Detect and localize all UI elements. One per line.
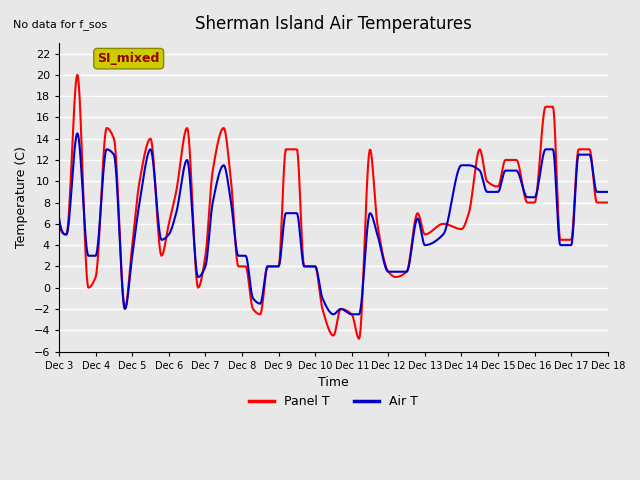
Title: Sherman Island Air Temperatures: Sherman Island Air Temperatures	[195, 15, 472, 33]
Line: Air T: Air T	[59, 133, 608, 314]
Air T	[74, 131, 81, 136]
Air T	[348, 312, 356, 317]
Panel T	[122, 302, 130, 308]
Air T	[207, 214, 215, 219]
Panel T	[418, 222, 426, 228]
Y-axis label: Temperature (C): Temperature (C)	[15, 146, 28, 248]
Air T	[418, 231, 426, 237]
Line: Panel T: Panel T	[59, 75, 608, 339]
Legend: Panel T, Air T: Panel T, Air T	[244, 390, 423, 413]
Text: No data for f_sos: No data for f_sos	[13, 19, 107, 30]
X-axis label: Time: Time	[318, 376, 349, 389]
Panel T	[65, 209, 73, 215]
Panel T	[604, 200, 612, 205]
Air T	[122, 303, 130, 309]
Air T	[402, 269, 410, 275]
Air T	[604, 189, 612, 195]
Panel T	[402, 270, 410, 276]
Air T	[65, 217, 73, 223]
Panel T	[207, 184, 215, 190]
Panel T	[178, 148, 186, 154]
Panel T	[74, 72, 81, 78]
Panel T	[355, 336, 363, 342]
Text: SI_mixed: SI_mixed	[97, 52, 160, 65]
Air T	[178, 177, 186, 182]
Panel T	[55, 221, 63, 227]
Air T	[55, 216, 63, 221]
